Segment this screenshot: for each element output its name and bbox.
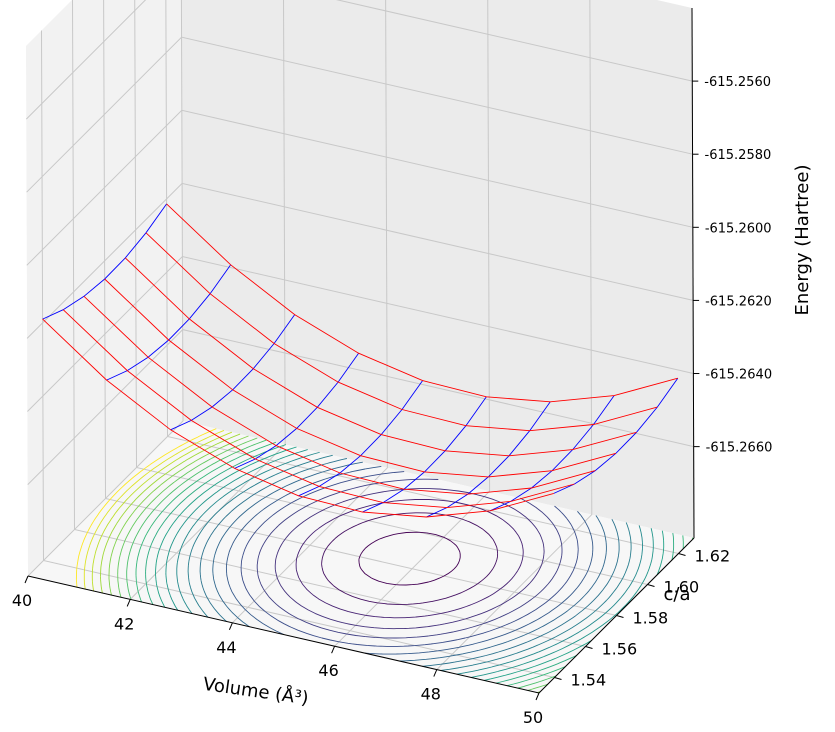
x-tick-mark [433,669,438,677]
contour-line [108,435,541,694]
contour-line [126,439,693,689]
z-gridline [26,109,693,266]
contour-line [75,428,217,588]
contour-line [225,465,594,655]
y-tick-mark [554,677,562,680]
contour-line [256,478,563,639]
y-tick-mark [678,553,686,556]
tick-labels: 40 42 44 46 48 50 1.54 1.56 1.58 1.60 1.62 -615.266… [12,75,773,727]
wire-line-ca [83,295,596,495]
z-gridline [26,182,694,339]
wire-line-ca [42,318,554,518]
z-gridline [27,255,694,412]
contour-line [199,458,620,667]
contour-line [91,431,233,592]
y-tick-mark [616,615,624,618]
x-tick-label: 44 [216,638,236,657]
x-gridline [27,0,184,577]
z-gridline [27,329,694,485]
y-gridline [134,0,648,585]
x-axis-label: Volume (Å³) [202,673,310,710]
contour-line [212,461,607,662]
x-tick-label: 50 [523,708,543,727]
contour-line [135,441,684,687]
contour-line [176,451,643,675]
x-axis-line [27,575,540,694]
contour-line [100,433,241,594]
wire-line-ca [62,309,575,509]
z-tick-label: -615.2600 [705,221,772,236]
z-gridline [25,0,693,120]
y-gridline [165,0,679,554]
wire-line-ca [124,257,637,457]
wire-line-ca [104,278,617,478]
y-gridline [41,30,555,678]
z-tick-label: -615.2660 [706,441,773,456]
z-tick-label: -615.2580 [705,148,772,163]
x-tick-mark [535,692,540,701]
wireframe-surface [42,203,679,518]
x-tick-mark [228,622,233,630]
contour-lines [75,428,693,694]
x-gridline [436,0,593,670]
contour-line [187,454,632,671]
x-tick-label: 40 [12,591,32,610]
z-axis-label: Energy (Hartree) [792,165,813,316]
x-tick-label: 46 [318,661,338,680]
axes-panes [26,0,694,693]
y-tick-label: 1.54 [571,671,607,690]
y-tick-mark [585,646,593,649]
z-tick-label: -615.2620 [705,294,772,309]
z-tick-label: -615.2640 [705,368,772,383]
contour-line [145,444,675,684]
x-gridline [232,0,388,624]
y-gridline [103,0,617,616]
z-tick-label: -615.2560 [704,75,771,90]
contour-line [83,429,225,590]
contour-line [274,488,545,630]
y-tick-mark [647,584,655,587]
x-tick-label: 42 [114,614,134,633]
y-axis-label: c/a [664,584,691,605]
x-tick-label: 48 [421,685,441,704]
wire-line-ca [145,232,658,432]
wire-line-ca [166,203,678,403]
y-tick-label: 1.60 [664,578,700,597]
back-pane [181,0,694,538]
x-tick-mark [24,575,29,584]
contour-line [295,498,524,619]
contour-line [358,531,461,586]
contour-line [117,437,548,691]
x-gridline [334,0,491,647]
z-axis-line [691,7,695,539]
y-gridline [72,0,586,647]
y-tick-label: 1.58 [633,609,669,628]
x-tick-mark [126,599,131,607]
z-gridline [26,36,693,193]
y-tick-label: 1.62 [695,547,731,566]
x-tick-mark [331,646,336,654]
y-tick-label: 1.56 [602,640,638,659]
